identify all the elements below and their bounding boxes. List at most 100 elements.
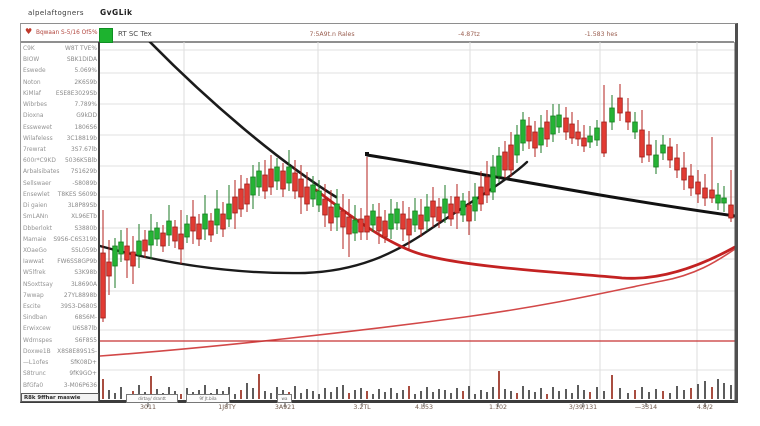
candle: [274, 166, 280, 182]
row-label: Mamaie: [23, 236, 47, 243]
volume-bar: [444, 390, 446, 399]
sidebar-row: Wilafeless 3C18819b: [23, 134, 97, 145]
sidebar-divider: [98, 42, 100, 402]
candle: [100, 252, 106, 319]
volume-bar: [168, 387, 170, 399]
volume-bar: [228, 387, 230, 399]
candle: [478, 186, 484, 205]
row-label: Dbberlokt: [23, 225, 53, 232]
volume-bar: [648, 392, 650, 399]
candle: [166, 220, 172, 236]
price-chart[interactable]: [100, 42, 737, 426]
candle: [466, 204, 472, 222]
row-label: Wibrbes: [23, 102, 47, 109]
row-label: Doxwe1B: [23, 348, 51, 355]
volume-bar: [312, 391, 314, 399]
candle: [364, 215, 370, 233]
downtrend-line-b: [365, 153, 737, 218]
volume-bar: [634, 390, 636, 399]
row-label: Wilafeless: [23, 135, 53, 142]
x-axis-label: 3A921: [274, 404, 296, 411]
candle: [202, 213, 208, 230]
volume-bar: [577, 385, 579, 399]
row-label: Di gaien: [23, 203, 48, 210]
candle: [424, 206, 430, 222]
volume-bar: [234, 394, 236, 399]
candle: [695, 181, 701, 195]
row-value: ESE8E3029Sb: [55, 90, 97, 97]
row-label: Esswewet: [23, 124, 53, 131]
row-label: NSoxttsay: [23, 281, 53, 288]
volume-bar: [450, 393, 452, 399]
candle: [436, 206, 442, 222]
candle: [490, 166, 496, 193]
volume-bar: [611, 375, 613, 399]
sidebar-row: W5lfrek S3K98b: [23, 268, 97, 279]
volume-bar: [655, 389, 657, 399]
row-value: S3880b: [74, 225, 97, 232]
candle: [352, 219, 358, 234]
row-value: 3L8690A: [70, 281, 97, 288]
axis-note-box: wa: [277, 394, 292, 403]
volume-bar: [324, 388, 326, 399]
candle: [214, 208, 220, 226]
row-value: S5L059b: [71, 247, 97, 254]
volume-bar: [414, 394, 416, 399]
candle: [569, 123, 575, 139]
row-label: W5lfrek: [23, 270, 46, 277]
row-label: Noton: [23, 79, 41, 86]
candle: [400, 213, 406, 230]
volume-bar: [318, 394, 320, 399]
candle: [160, 232, 166, 247]
volume-bar: [330, 392, 332, 399]
volume-bar: [528, 390, 530, 399]
candle: [709, 189, 715, 199]
volume-bar: [619, 388, 621, 399]
x-axis-label: 3011: [139, 404, 157, 411]
candle: [196, 223, 202, 240]
volume-bar: [102, 379, 104, 399]
volume-bar: [565, 389, 567, 399]
series-color-swatch: [99, 28, 113, 43]
x-axis-label: 4.b53: [414, 404, 434, 411]
candle: [563, 117, 569, 133]
candle: [124, 245, 130, 261]
candle: [328, 206, 334, 224]
heart-icon[interactable]: ♥: [25, 27, 33, 36]
row-value: 2K6S9b: [74, 79, 97, 86]
candle: [544, 121, 550, 140]
sidebar-row: Sellswaer -S8089b: [23, 179, 97, 190]
candle: [625, 111, 631, 123]
volume-bar: [300, 393, 302, 399]
volume-bar: [596, 387, 598, 399]
x-axis-label: 1J8TY: [218, 404, 236, 411]
candle: [617, 97, 623, 114]
candle: [322, 198, 328, 216]
candle: [430, 200, 436, 218]
band-stat-3: -1.583 hes: [584, 31, 618, 38]
volume-bar: [186, 388, 188, 399]
candle: [232, 196, 238, 214]
volume-bar: [676, 386, 678, 399]
row-value: W8T TVE%: [65, 46, 97, 52]
candle: [340, 210, 346, 228]
volume-bar: [690, 388, 692, 399]
row-value: 3S7.67lb: [71, 146, 97, 153]
candle: [346, 216, 352, 235]
volume-bar: [354, 390, 356, 399]
candle: [208, 220, 214, 236]
candle: [496, 155, 502, 177]
candle: [550, 115, 556, 135]
row-value: U6S87lb: [72, 326, 97, 333]
candle: [184, 223, 190, 238]
volume-bar: [540, 388, 542, 399]
row-label: SmLANn: [23, 214, 49, 221]
row-label: Sindban: [23, 315, 47, 322]
candle: [609, 107, 615, 123]
row-value: S6F8S5: [74, 337, 97, 344]
x-axis-label: 1.102: [488, 404, 508, 411]
volume-bar: [730, 385, 732, 399]
volume-bar: [711, 387, 713, 399]
row-value: 68S6M-: [74, 315, 97, 322]
volume-bar: [246, 383, 248, 399]
